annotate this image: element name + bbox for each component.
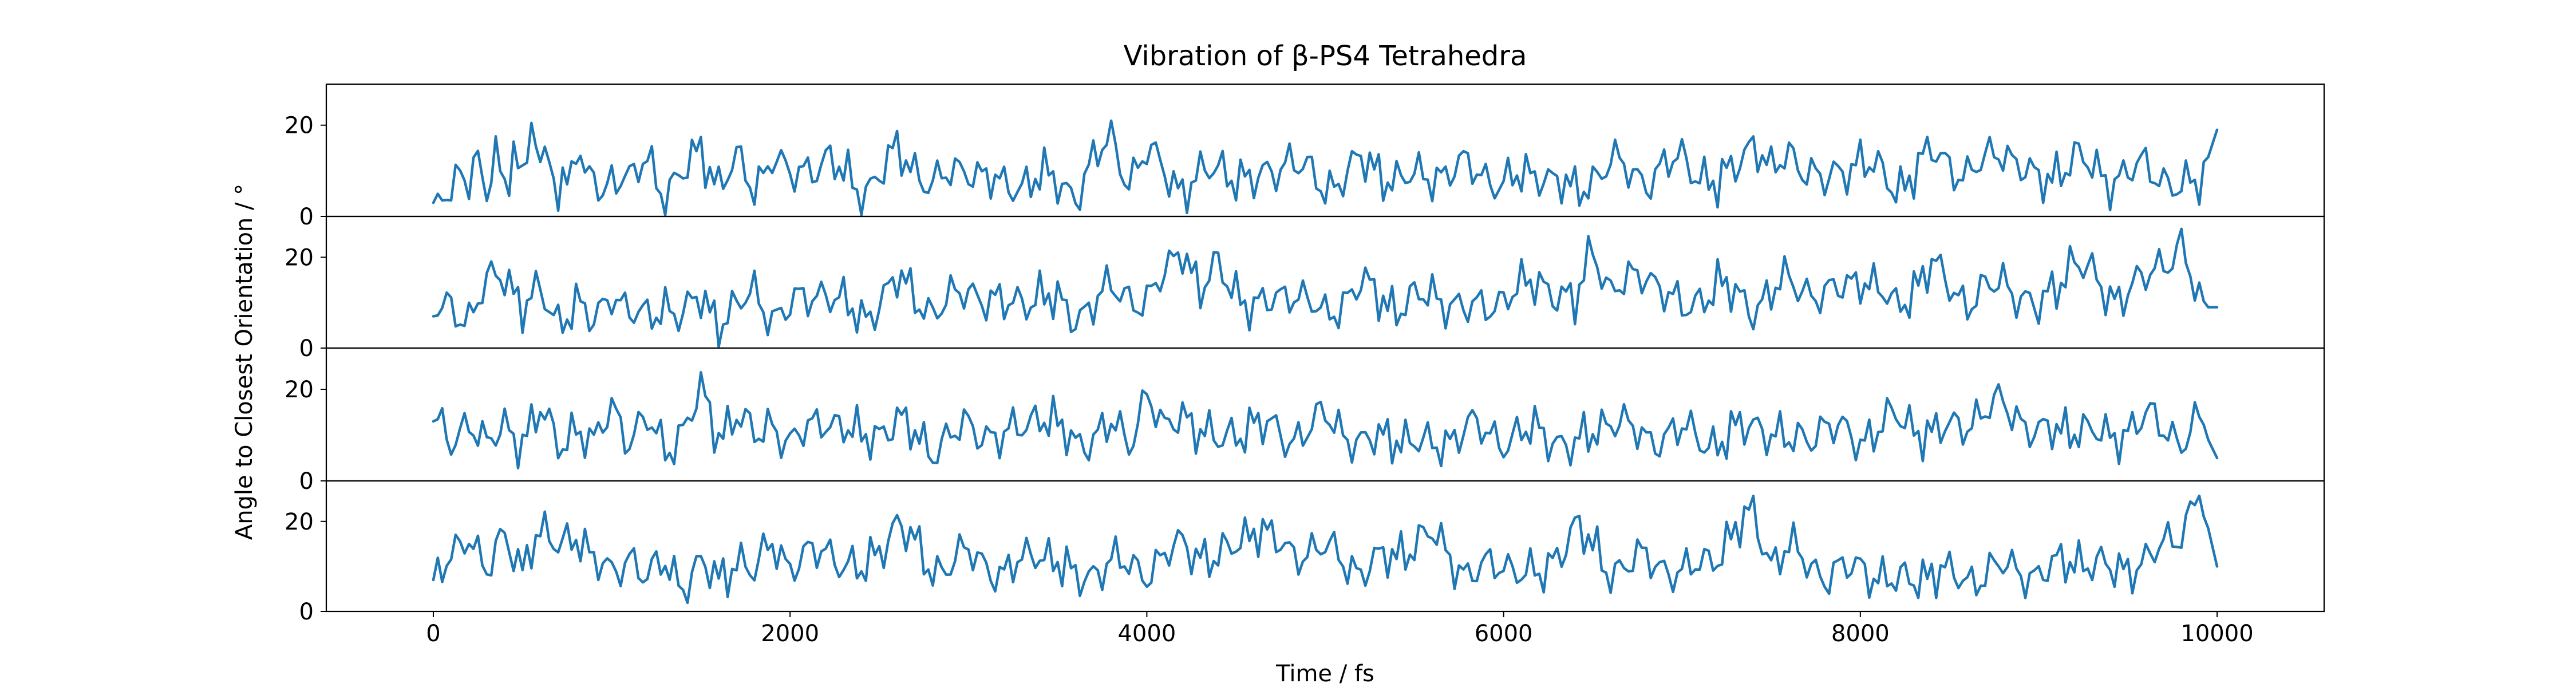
y-tick-label: 0 — [299, 468, 314, 495]
panel-frame — [325, 480, 2325, 613]
y-axis-label: Angle to Closest Orientation / ° — [231, 184, 258, 540]
x-tick-label: 0 — [426, 621, 440, 647]
x-tick-label: 4000 — [1117, 621, 1176, 647]
series-line-panel-2 — [432, 227, 2219, 348]
y-tick-label: 20 — [285, 244, 314, 271]
y-tick-label: 0 — [299, 599, 314, 625]
x-tick-label: 2000 — [761, 621, 819, 647]
x-tick-label: 8000 — [1831, 621, 1890, 647]
series-line-panel-4 — [432, 494, 2219, 605]
x-tick-label: 6000 — [1475, 621, 1533, 647]
subplot-stack: 0 20 0 20 0 20 0 20 — [285, 83, 2325, 625]
y-tick-label: 20 — [285, 377, 314, 403]
series-line-panel-1 — [432, 119, 2219, 216]
x-tick-label: 10000 — [2180, 621, 2253, 647]
y-tick-label: 0 — [299, 204, 314, 230]
x-axis-label: Time / fs — [1275, 661, 1374, 687]
chart-title: Vibration of β-PS4 Tetrahedra — [1124, 40, 1527, 72]
y-tick-label: 20 — [285, 509, 314, 535]
x-axis: 0 2000 4000 6000 8000 10000 — [426, 611, 2254, 647]
y-tick-label: 0 — [299, 335, 314, 362]
series-line-panel-3 — [432, 371, 2219, 469]
subplot-panel-4: 0 20 — [285, 480, 2325, 625]
y-tick-label: 20 — [285, 113, 314, 139]
